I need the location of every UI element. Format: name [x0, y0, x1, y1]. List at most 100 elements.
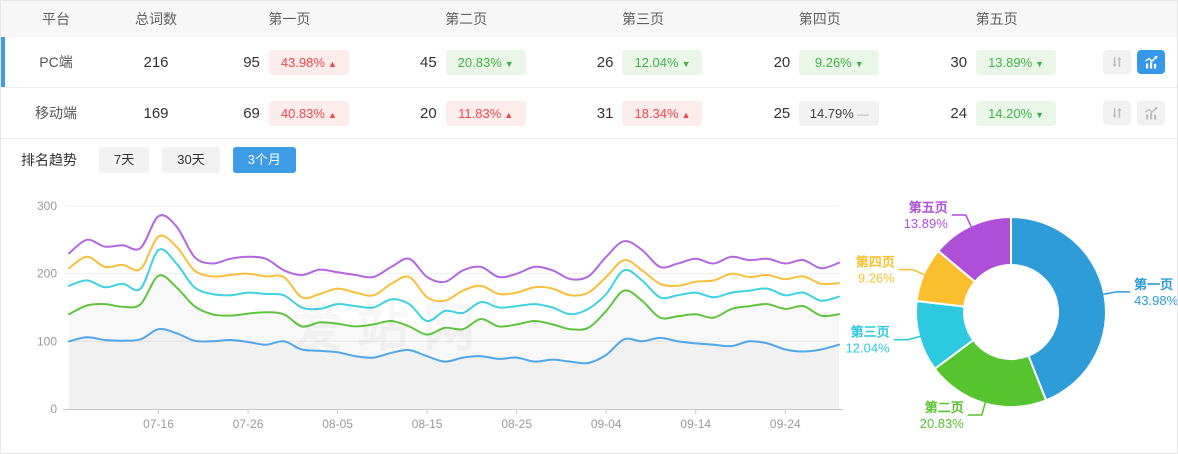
- page-5-percent-badge: 13.89% ▼: [976, 49, 1057, 75]
- page-3-count: 31: [596, 104, 614, 122]
- page-2-count: 20: [420, 104, 437, 122]
- show-trend-chart-button[interactable]: [1137, 50, 1165, 74]
- trend-down-icon: ▼: [854, 58, 864, 69]
- trend-section-header: 排名趋势 7天 30天 3个月: [1, 139, 1177, 181]
- page-3-percent-badge: 12.04% ▼: [622, 49, 703, 75]
- sort-button[interactable]: [1103, 50, 1131, 74]
- page-3-cell: 26 12.04% ▼: [555, 49, 732, 75]
- trend-area-page-1: [69, 328, 839, 409]
- donut-label-leader-page-4: [898, 268, 926, 276]
- donut-label-leader-page-3: [893, 335, 922, 341]
- y-axis-label-300: 300: [37, 199, 57, 213]
- x-axis-label-07-26: 07-26: [233, 417, 264, 431]
- trend-line-page-1: [68, 327, 840, 365]
- col-header-page-1: 第一页: [268, 11, 311, 27]
- page-1-percent-badge: 43.98% ▲: [268, 49, 349, 75]
- platform-label: 移动端: [35, 105, 77, 121]
- col-header-page-5: 第五页: [975, 11, 1018, 27]
- page-3-cell: 31 18.34% ▲: [555, 100, 732, 126]
- page-2-percent-badge: 11.83% ▲: [445, 100, 526, 126]
- donut-label-page-3: 第三页 12.04%: [846, 325, 891, 356]
- page-1-count: 95: [243, 53, 260, 71]
- page-2-cell: 20 11.83% ▲: [378, 100, 555, 126]
- trend-title: 排名趋势: [21, 152, 77, 168]
- keyword-table-body: PC端 216 95 43.98% ▲ 45 20.83% ▼ 26 12.04% ▼ 20 9.26%…: [1, 37, 1177, 139]
- page-4-cell: 25 14.79% —: [731, 100, 908, 126]
- trend-up-icon: ▲: [681, 109, 691, 120]
- page-5-count: 24: [950, 104, 968, 122]
- x-axis-label-07-16: 07-16: [143, 417, 174, 431]
- charts-row: 爱站网 010020030007-1607-2608-0508-1508-250…: [1, 181, 1177, 443]
- page-5-cell: 24 14.20% ▼: [908, 100, 1085, 126]
- donut-label-page-4: 第四页 9.26%: [856, 255, 895, 286]
- col-header-page-2: 第二页: [445, 11, 488, 27]
- row-actions: [1085, 101, 1177, 125]
- table-header: 平台 总词数 第一页 第二页 第三页 第四页 第五页: [1, 1, 1177, 37]
- x-axis-label-09-24: 09-24: [770, 417, 801, 431]
- trend-tab-1[interactable]: 30天: [162, 147, 220, 173]
- trend-line-page-5: [68, 214, 840, 284]
- y-axis-label-100: 100: [37, 334, 57, 348]
- row-actions: [1085, 50, 1177, 74]
- donut-label-page-5: 第五页 13.89%: [904, 200, 949, 231]
- page-5-percent-badge: 14.20% ▼: [976, 100, 1057, 126]
- page-share-donut-chart[interactable]: 第一页 43.98% 第二页 20.83% 第三页 12.04% 第四页 9.26% 第五页 13…: [846, 185, 1178, 443]
- page-1-cell: 69 40.83% ▲: [201, 100, 378, 126]
- trend-down-icon: ▼: [504, 58, 514, 69]
- page-4-percent-badge: 9.26% ▼: [799, 49, 880, 75]
- donut-slice-page-5[interactable]: [936, 215, 1012, 284]
- trend-range-tabs: 7天 30天 3个月: [99, 147, 296, 173]
- donut-label-page-2: 第二页 20.83%: [920, 400, 965, 431]
- table-row-pc[interactable]: PC端 216 95 43.98% ▲ 45 20.83% ▼ 26 12.04% ▼ 20 9.26%…: [1, 37, 1177, 88]
- x-axis-label-08-25: 08-25: [501, 417, 532, 431]
- x-axis-label-09-04: 09-04: [591, 417, 622, 431]
- page-4-count: 25: [773, 104, 791, 122]
- trend-line-chart-area: 爱站网 010020030007-1607-2608-0508-1508-250…: [1, 181, 846, 443]
- donut-slice-page-2[interactable]: [933, 338, 1048, 408]
- page-2-cell: 45 20.83% ▼: [378, 49, 555, 75]
- page-4-percent-badge: 14.79% —: [799, 100, 880, 126]
- show-trend-chart-button[interactable]: [1137, 101, 1165, 125]
- trend-area-page-2: [69, 275, 839, 409]
- x-axis-label-08-15: 08-15: [412, 417, 443, 431]
- donut-label-leader-page-1: [1102, 291, 1131, 296]
- trend-up-icon: ▲: [327, 109, 337, 120]
- page-1-count: 69: [243, 104, 260, 122]
- platform-label: PC端: [39, 54, 73, 70]
- x-axis-label-09-14: 09-14: [680, 417, 711, 431]
- trend-line-page-3: [68, 248, 840, 323]
- trend-up-icon: ▲: [327, 58, 337, 69]
- total-words-value: 216: [143, 53, 169, 71]
- page-5-count: 30: [950, 53, 968, 71]
- x-axis-label-08-05: 08-05: [322, 417, 353, 431]
- col-header-platform: 平台: [42, 11, 70, 27]
- trend-tab-2[interactable]: 3个月: [232, 147, 296, 173]
- trend-tab-0[interactable]: 7天: [99, 147, 150, 173]
- page-3-percent-badge: 18.34% ▲: [622, 100, 703, 126]
- total-words-value: 169: [143, 104, 169, 122]
- donut-label-leader-page-5: [951, 214, 973, 229]
- trend-line-chart[interactable]: 0 100 200 300 07-16 07-26 08-05 08-15 08-25 09-04…: [1, 181, 846, 443]
- page-1-cell: 95 43.98% ▲: [201, 49, 378, 75]
- trend-down-icon: ▼: [681, 58, 691, 69]
- donut-label-leader-page-2: [967, 401, 987, 416]
- page-3-count: 26: [596, 53, 614, 71]
- page-share-donut-area: 第一页 43.98% 第二页 20.83% 第三页 12.04% 第四页 9.26% 第五页 13…: [846, 181, 1178, 443]
- trend-flat-icon: —: [856, 106, 869, 121]
- trend-down-icon: ▼: [1035, 58, 1045, 69]
- page-2-percent-badge: 20.83% ▼: [445, 49, 526, 75]
- page-1-percent-badge: 40.83% ▲: [268, 100, 349, 126]
- col-header-page-4: 第四页: [798, 11, 841, 27]
- col-header-total: 总词数: [135, 11, 177, 27]
- page-4-count: 20: [773, 53, 791, 71]
- donut-slice-page-1[interactable]: [1010, 215, 1107, 402]
- trend-line-page-2: [68, 274, 840, 336]
- trend-line-page-4: [68, 234, 840, 303]
- page-2-count: 45: [420, 53, 437, 71]
- trend-up-icon: ▲: [504, 109, 514, 120]
- page-5-cell: 30 13.89% ▼: [908, 49, 1085, 75]
- sort-button[interactable]: [1103, 101, 1131, 125]
- table-row-mobile[interactable]: 移动端 169 69 40.83% ▲ 20 11.83% ▲ 31 18.34% ▲ 25 14.79…: [1, 88, 1177, 139]
- page-4-cell: 20 9.26% ▼: [731, 49, 908, 75]
